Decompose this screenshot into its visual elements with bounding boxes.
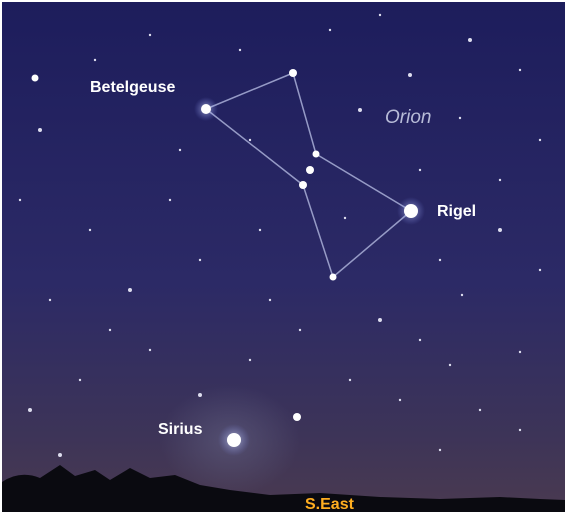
- faint-star: [461, 294, 463, 296]
- star: [313, 151, 320, 158]
- faint-star: [408, 73, 412, 77]
- faint-star: [449, 364, 451, 366]
- faint-star: [19, 199, 21, 201]
- star-label: Betelgeuse: [90, 79, 175, 96]
- direction-label: S.East: [305, 496, 355, 513]
- star: [306, 166, 314, 174]
- faint-star: [49, 299, 51, 301]
- faint-star: [399, 399, 401, 401]
- faint-star: [419, 339, 421, 341]
- star: [299, 181, 307, 189]
- faint-star: [439, 449, 441, 451]
- faint-star: [539, 139, 541, 141]
- faint-star: [169, 199, 171, 201]
- faint-star: [149, 349, 151, 351]
- star: [32, 75, 39, 82]
- faint-star: [89, 229, 91, 231]
- faint-star: [378, 318, 382, 322]
- page: Betelgeuse Orion Rigel Sirius S.East (()…: [0, 0, 567, 514]
- faint-star: [344, 217, 346, 219]
- faint-star: [299, 329, 301, 331]
- faint-star: [58, 453, 62, 457]
- faint-star: [349, 379, 351, 381]
- faint-star: [358, 108, 362, 112]
- constellation-label: Orion: [385, 107, 431, 128]
- faint-star: [439, 259, 441, 261]
- star: [289, 69, 297, 77]
- star: [227, 433, 241, 447]
- faint-star: [239, 49, 241, 51]
- faint-star: [94, 59, 96, 61]
- star-label: Sirius: [158, 421, 203, 438]
- faint-star: [249, 359, 251, 361]
- faint-star: [128, 288, 132, 292]
- faint-star: [519, 69, 521, 71]
- faint-star: [499, 179, 501, 181]
- faint-star: [419, 169, 421, 171]
- star-label: Rigel: [437, 203, 476, 220]
- faint-star: [198, 393, 202, 397]
- faint-star: [459, 117, 461, 119]
- faint-star: [79, 379, 81, 381]
- faint-star: [199, 259, 201, 261]
- star: [330, 274, 337, 281]
- faint-star: [179, 149, 181, 151]
- faint-star: [479, 409, 481, 411]
- faint-star: [259, 229, 261, 231]
- star: [293, 413, 301, 421]
- faint-star: [329, 29, 331, 31]
- faint-star: [379, 14, 381, 16]
- faint-star: [269, 299, 271, 301]
- star: [404, 204, 418, 218]
- faint-star: [249, 139, 251, 141]
- faint-star: [38, 128, 42, 132]
- faint-star: [109, 329, 111, 331]
- faint-star: [498, 228, 502, 232]
- sky-map: Betelgeuse Orion Rigel Sirius S.East: [0, 0, 567, 514]
- faint-star: [519, 429, 521, 431]
- faint-star: [519, 351, 521, 353]
- star: [201, 104, 211, 114]
- faint-star: [468, 38, 472, 42]
- faint-star: [28, 408, 32, 412]
- faint-star: [539, 269, 541, 271]
- faint-star: [149, 34, 151, 36]
